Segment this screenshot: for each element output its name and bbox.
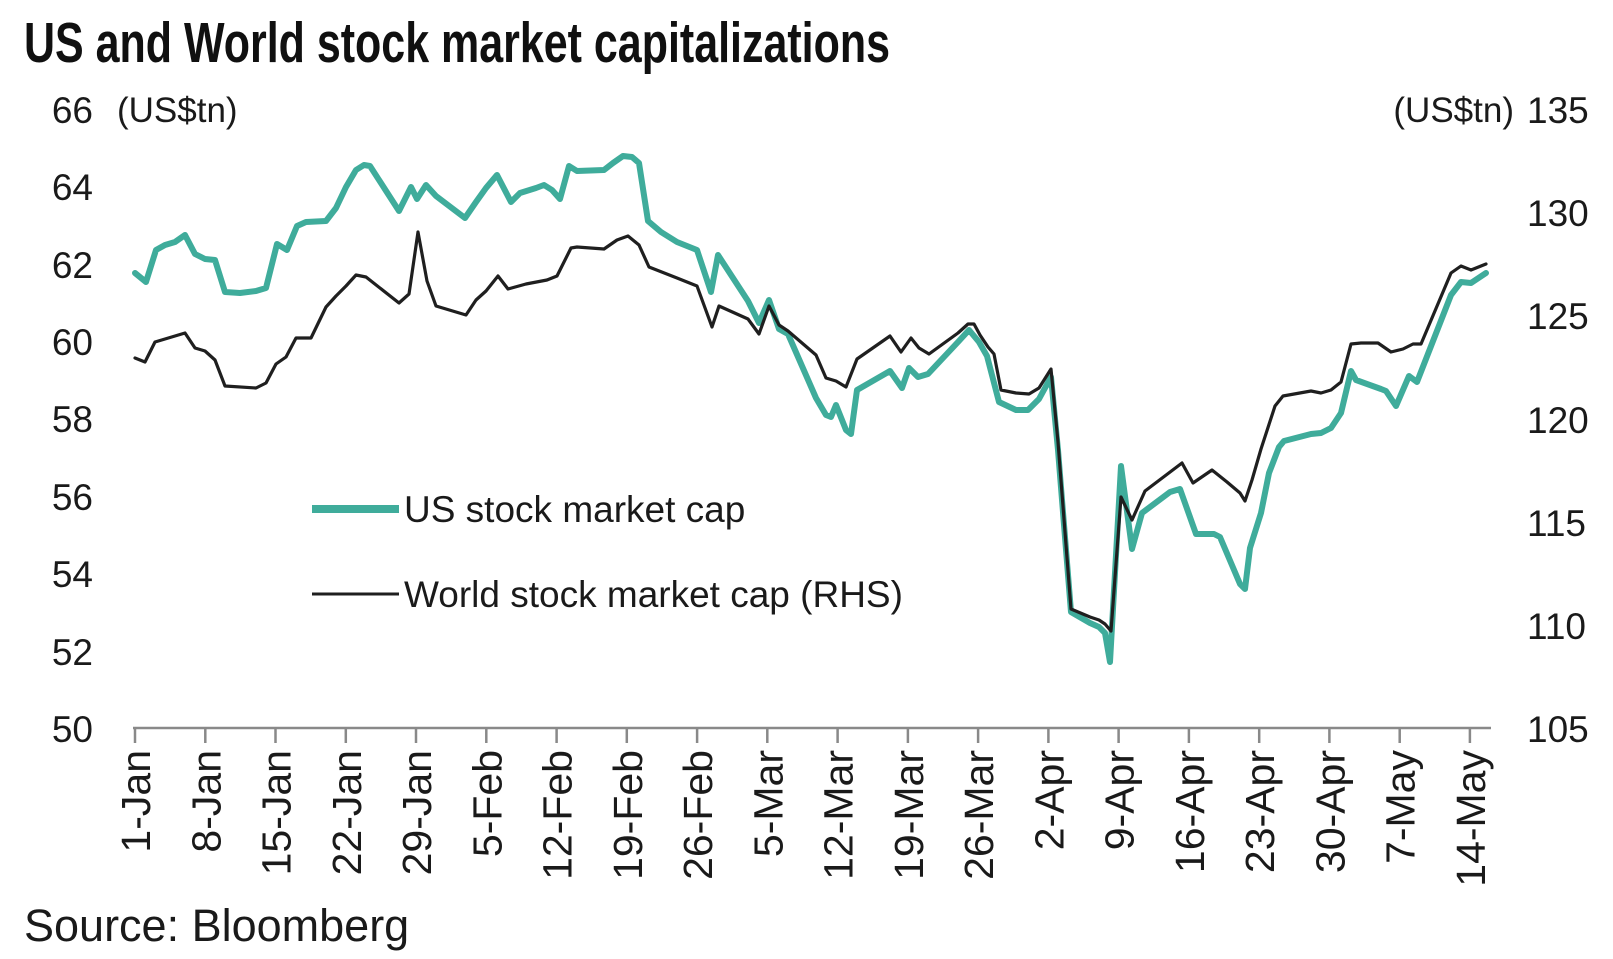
svg-text:105: 105 (1527, 709, 1589, 750)
svg-text:15-Jan: 15-Jan (254, 750, 300, 875)
svg-text:30-Apr: 30-Apr (1307, 750, 1353, 873)
svg-text:8-Jan: 8-Jan (183, 750, 229, 853)
svg-text:66: 66 (52, 90, 93, 131)
svg-text:56: 56 (52, 477, 93, 518)
svg-text:58: 58 (52, 399, 93, 440)
svg-text:23-Apr: 23-Apr (1237, 750, 1283, 873)
svg-text:50: 50 (52, 709, 93, 750)
svg-text:US and World stock market capi: US and World stock market capitalization… (24, 11, 890, 75)
svg-text:26-Mar: 26-Mar (956, 750, 1002, 880)
svg-text:5-Feb: 5-Feb (464, 750, 510, 857)
svg-text:29-Jan: 29-Jan (394, 750, 440, 875)
svg-text:130: 130 (1527, 193, 1589, 234)
svg-text:62: 62 (52, 245, 93, 286)
svg-text:12-Feb: 12-Feb (535, 750, 581, 880)
svg-text:Source: Bloomberg: Source: Bloomberg (24, 900, 409, 951)
svg-text:7-May: 7-May (1378, 750, 1424, 864)
svg-text:60: 60 (52, 322, 93, 363)
svg-text:54: 54 (52, 554, 93, 595)
svg-text:64: 64 (52, 167, 93, 208)
svg-text:(US$tn): (US$tn) (1393, 91, 1514, 130)
svg-text:19-Feb: 19-Feb (605, 750, 651, 880)
svg-text:US stock market cap: US stock market cap (404, 489, 745, 530)
svg-text:22-Jan: 22-Jan (324, 750, 370, 875)
svg-text:135: 135 (1527, 90, 1589, 131)
svg-text:125: 125 (1527, 296, 1589, 337)
svg-text:12-Mar: 12-Mar (816, 750, 862, 880)
svg-text:(US$tn): (US$tn) (117, 91, 238, 130)
svg-text:19-Mar: 19-Mar (886, 750, 932, 880)
svg-text:World stock market cap (RHS): World stock market cap (RHS) (404, 574, 903, 615)
svg-text:110: 110 (1527, 606, 1586, 647)
svg-text:1-Jan: 1-Jan (113, 750, 159, 853)
svg-text:26-Feb: 26-Feb (675, 750, 721, 880)
svg-text:2-Apr: 2-Apr (1026, 750, 1072, 850)
svg-text:14-May: 14-May (1448, 750, 1494, 887)
svg-text:16-Apr: 16-Apr (1167, 750, 1213, 873)
svg-text:52: 52 (52, 632, 93, 673)
svg-text:120: 120 (1527, 400, 1589, 441)
svg-text:9-Apr: 9-Apr (1097, 750, 1143, 850)
svg-text:115: 115 (1527, 503, 1586, 544)
svg-text:5-Mar: 5-Mar (745, 750, 791, 857)
